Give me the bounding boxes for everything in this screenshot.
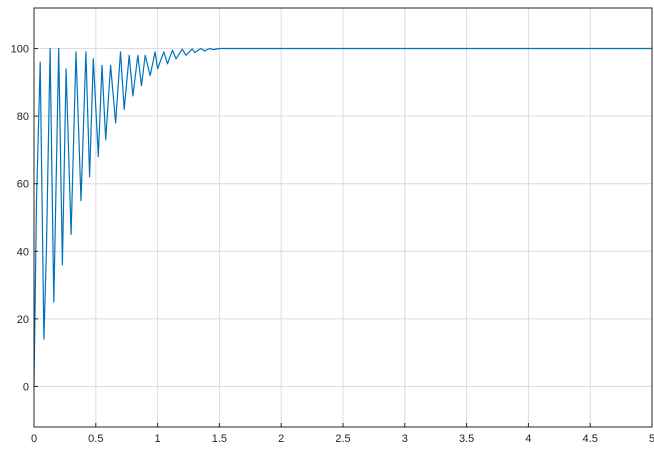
y-tick-label: 40: [17, 246, 29, 258]
series-line-0: [33, 47, 652, 387]
x-tick-label: 0.5: [88, 433, 103, 445]
x-tick-label: 2.5: [335, 433, 350, 445]
y-tick-label: 60: [17, 179, 29, 191]
x-tick-label: 1.5: [212, 433, 227, 445]
y-tick-label: 0: [23, 381, 29, 393]
x-tick-label: 5: [649, 433, 654, 445]
y-axis-ticks: 0 20 40 60 80 100: [11, 44, 38, 393]
x-tick-label: 4.5: [583, 433, 598, 445]
x-tick-label: 3: [402, 433, 408, 445]
y-tick-label: 20: [17, 314, 29, 326]
y-tick-label: 80: [17, 111, 29, 123]
x-tick-label: 3.5: [459, 433, 474, 445]
grid: [34, 8, 652, 427]
x-tick-label: 2: [278, 433, 284, 445]
x-tick-label: 0: [31, 433, 37, 445]
x-tick-label: 4: [525, 433, 531, 445]
x-tick-label: 1: [155, 433, 161, 445]
x-axis-ticks: 0 0.5 1 1.5 2 2.5 3 3.5 4 4.5 5: [31, 423, 654, 445]
y-tick-label: 100: [11, 44, 29, 56]
series-layer: [33, 47, 652, 387]
